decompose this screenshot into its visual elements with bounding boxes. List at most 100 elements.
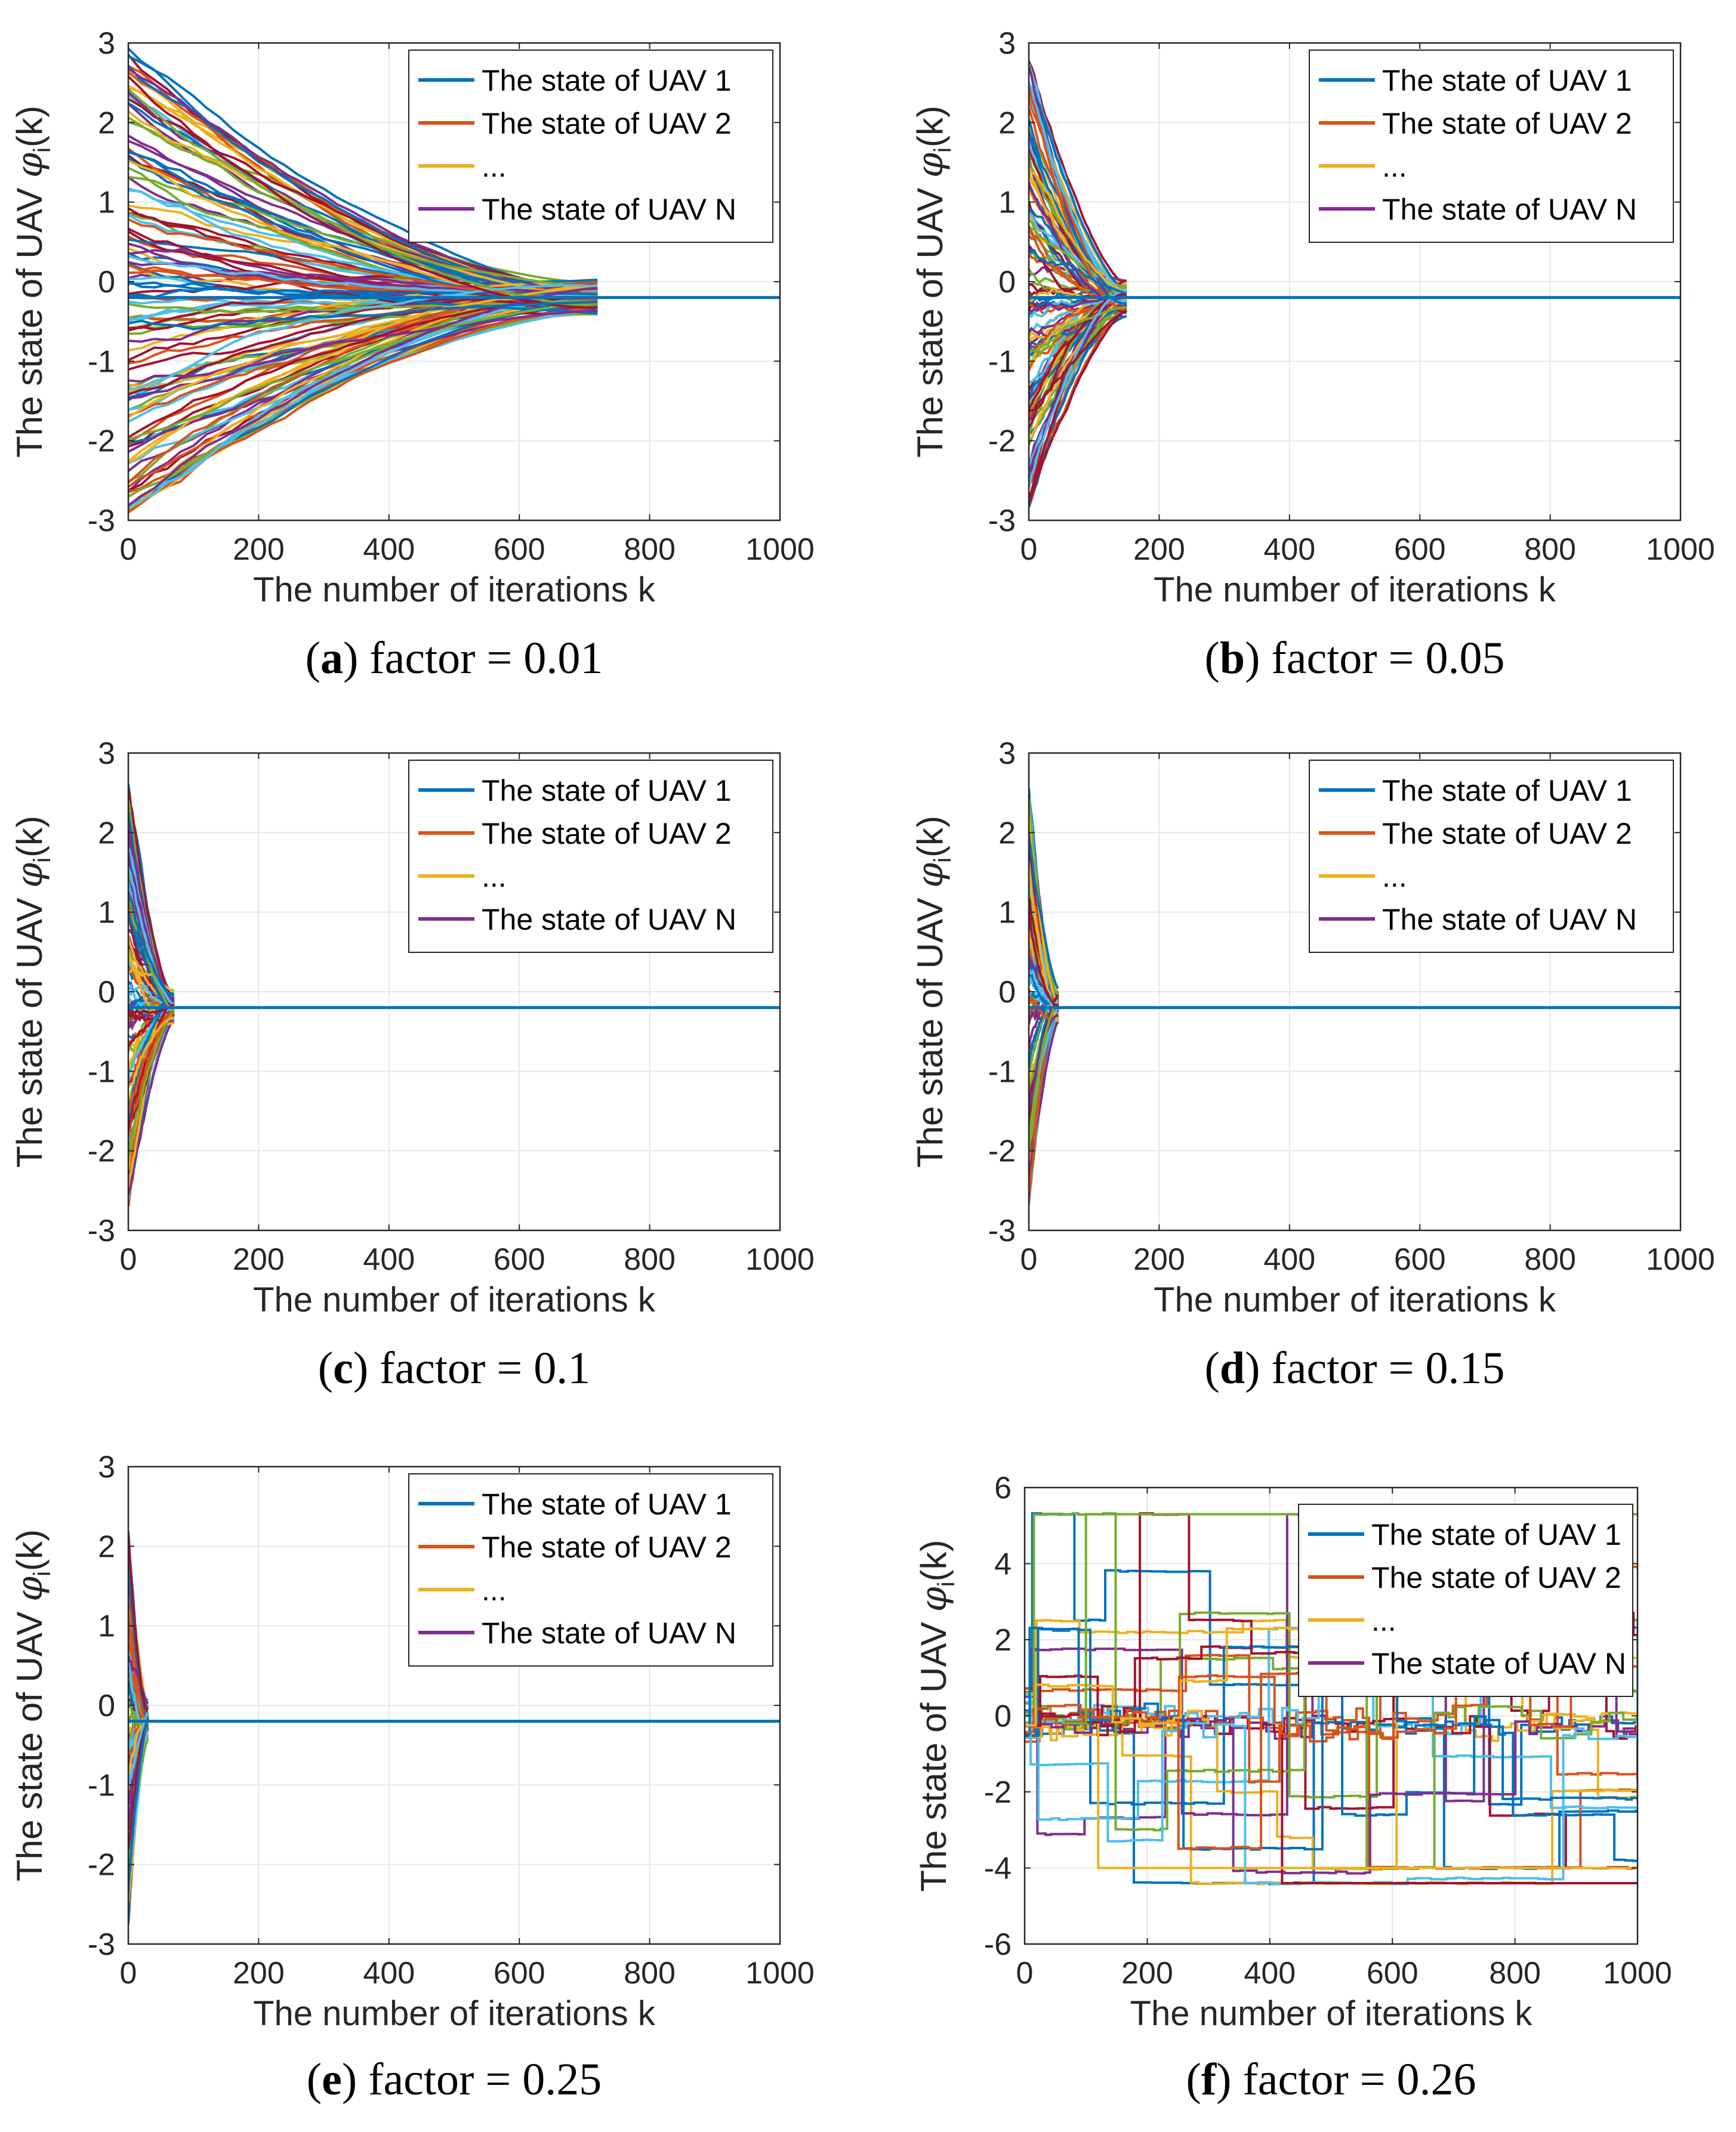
y-tick-label: 1 — [98, 1609, 115, 1644]
caption-text: factor = 0.15 — [1271, 1343, 1504, 1393]
x-tick-label: 0 — [120, 1956, 137, 1991]
caption-letter: d — [1220, 1343, 1245, 1393]
uav-state-line — [128, 301, 598, 331]
uav-state-line — [1029, 297, 1127, 440]
uav-state-line — [1029, 309, 1127, 501]
y-tick-label: 0 — [98, 265, 115, 300]
subplot-a: 0 200 400 600 800 1000 -3 -2 -1 0 1 2 3 The number of… — [9, 26, 815, 683]
y-label-symbol: φ — [9, 863, 51, 888]
y-label-subscript: i — [930, 857, 956, 863]
y-label-suffix: (k) — [910, 816, 950, 857]
uav-state-line — [128, 895, 174, 996]
uav-state-line — [1281, 1735, 1638, 1884]
legend-entry: The state of UAV 2 — [1382, 817, 1632, 850]
x-tick-label: 200 — [1121, 1956, 1173, 1991]
x-tick-label: 400 — [363, 532, 415, 567]
y-tick-label: -2 — [988, 1134, 1016, 1169]
y-tick-label: -4 — [984, 1852, 1012, 1886]
caption-text: factor = 0.25 — [368, 2054, 602, 2105]
x-tick-label: 1000 — [1646, 1242, 1715, 1277]
uav-state-line — [1097, 1723, 1638, 1869]
uav-state-line — [1029, 309, 1127, 412]
caption-text: factor = 0.1 — [380, 1343, 590, 1393]
y-axis-label: The state of UAV φi(k) — [9, 816, 55, 1168]
y-label-symbol: φ — [913, 1587, 955, 1612]
x-axis-label: The number of iterations k — [253, 1281, 656, 1319]
x-tick-label: 1000 — [745, 1956, 815, 1991]
y-label-subscript: i — [29, 147, 55, 153]
uav-state-line — [128, 1016, 174, 1088]
uav-state-line — [1029, 85, 1127, 292]
uav-state-line — [128, 1019, 175, 1194]
uav-state-line — [128, 1011, 175, 1152]
uav-state-line — [1029, 248, 1127, 295]
y-tick-label: -2 — [88, 1134, 115, 1169]
uav-state-line — [128, 238, 598, 283]
x-tick-label: 200 — [1133, 1242, 1185, 1277]
y-tick-label: 0 — [98, 1689, 115, 1723]
y-tick-label: -1 — [88, 1768, 115, 1803]
legend-entry: The state of UAV 2 — [1382, 107, 1632, 140]
legend-entry: The state of UAV 1 — [482, 64, 732, 97]
x-tick-label: 800 — [624, 1242, 676, 1277]
x-tick-label: 400 — [363, 1956, 415, 1991]
y-label-prefix: The state of UAV — [10, 888, 50, 1168]
y-tick-label: 2 — [98, 816, 115, 850]
y-tick-label: -3 — [88, 1214, 115, 1248]
caption-paren-open: ( — [318, 1343, 333, 1393]
legend-entry: The state of UAV 1 — [1382, 774, 1632, 807]
uav-state-line — [128, 866, 174, 1005]
y-label-subscript: i — [29, 1571, 55, 1576]
y-axis-label: The state of UAV φi(k) — [909, 816, 956, 1168]
x-tick-label: 200 — [233, 532, 285, 567]
x-tick-label: 800 — [1524, 1242, 1576, 1277]
y-label-subscript: i — [930, 147, 956, 153]
y-tick-label: 0 — [998, 265, 1016, 300]
uav-state-line — [128, 284, 598, 390]
y-label-prefix: The state of UAV — [10, 1602, 50, 1881]
legend-entry: The state of UAV N — [482, 903, 736, 936]
y-tick-label: 3 — [98, 26, 115, 61]
caption-text: factor = 0.05 — [1271, 633, 1504, 683]
x-axis-label: The number of iterations k — [1154, 570, 1556, 609]
y-tick-label: 6 — [994, 1471, 1012, 1505]
y-tick-label: 0 — [994, 1699, 1012, 1734]
x-tick-label: 1000 — [1646, 532, 1715, 567]
uav-state-line — [1025, 1627, 1638, 1862]
uav-state-line — [128, 279, 598, 351]
uav-state-line — [1029, 833, 1059, 989]
y-tick-label: 2 — [98, 106, 115, 140]
caption-letter: b — [1220, 633, 1245, 683]
x-axis-label: The number of iterations k — [1130, 1994, 1533, 2033]
subplot-caption: (e) factor = 0.25 — [307, 2054, 602, 2105]
y-tick-label: 0 — [998, 975, 1016, 1010]
legend-entry: The state of UAV 2 — [1371, 1561, 1621, 1594]
y-tick-label: -1 — [988, 344, 1016, 379]
legend-entry: The state of UAV N — [1382, 903, 1637, 936]
y-label-suffix: (k) — [10, 1529, 50, 1571]
y-tick-label: 0 — [98, 975, 115, 1010]
uav-state-line — [128, 1656, 149, 1705]
uav-state-line — [128, 301, 598, 441]
caption-paren-open: ( — [1186, 2054, 1201, 2105]
subplot-d: 0 200 400 600 800 1000 -3 -2 -1 0 1 2 3 The number of… — [909, 736, 1715, 1393]
y-tick-label: -3 — [88, 1927, 115, 1962]
caption-paren-open: ( — [1205, 1343, 1220, 1393]
y-tick-label: 1 — [98, 186, 115, 220]
x-tick-label: 400 — [1244, 1956, 1296, 1991]
legend: The state of UAV 1 The state of UAV 2... T… — [1298, 1504, 1633, 1697]
y-axis-label: The state of UAV φi(k) — [913, 1540, 960, 1892]
caption-paren-close: ) — [1245, 1343, 1271, 1393]
uav-state-line — [128, 287, 598, 299]
subplot-caption: (c) factor = 0.1 — [318, 1343, 590, 1393]
y-label-suffix: (k) — [914, 1540, 954, 1582]
x-tick-label: 600 — [494, 1956, 545, 1991]
x-tick-label: 400 — [1263, 1242, 1315, 1277]
x-tick-label: 0 — [120, 532, 137, 567]
x-tick-label: 0 — [120, 1242, 137, 1277]
uav-state-line — [128, 1719, 149, 1895]
x-tick-label: 800 — [624, 532, 676, 567]
series-lines — [128, 1531, 780, 1925]
caption-text: factor = 0.01 — [369, 633, 603, 683]
